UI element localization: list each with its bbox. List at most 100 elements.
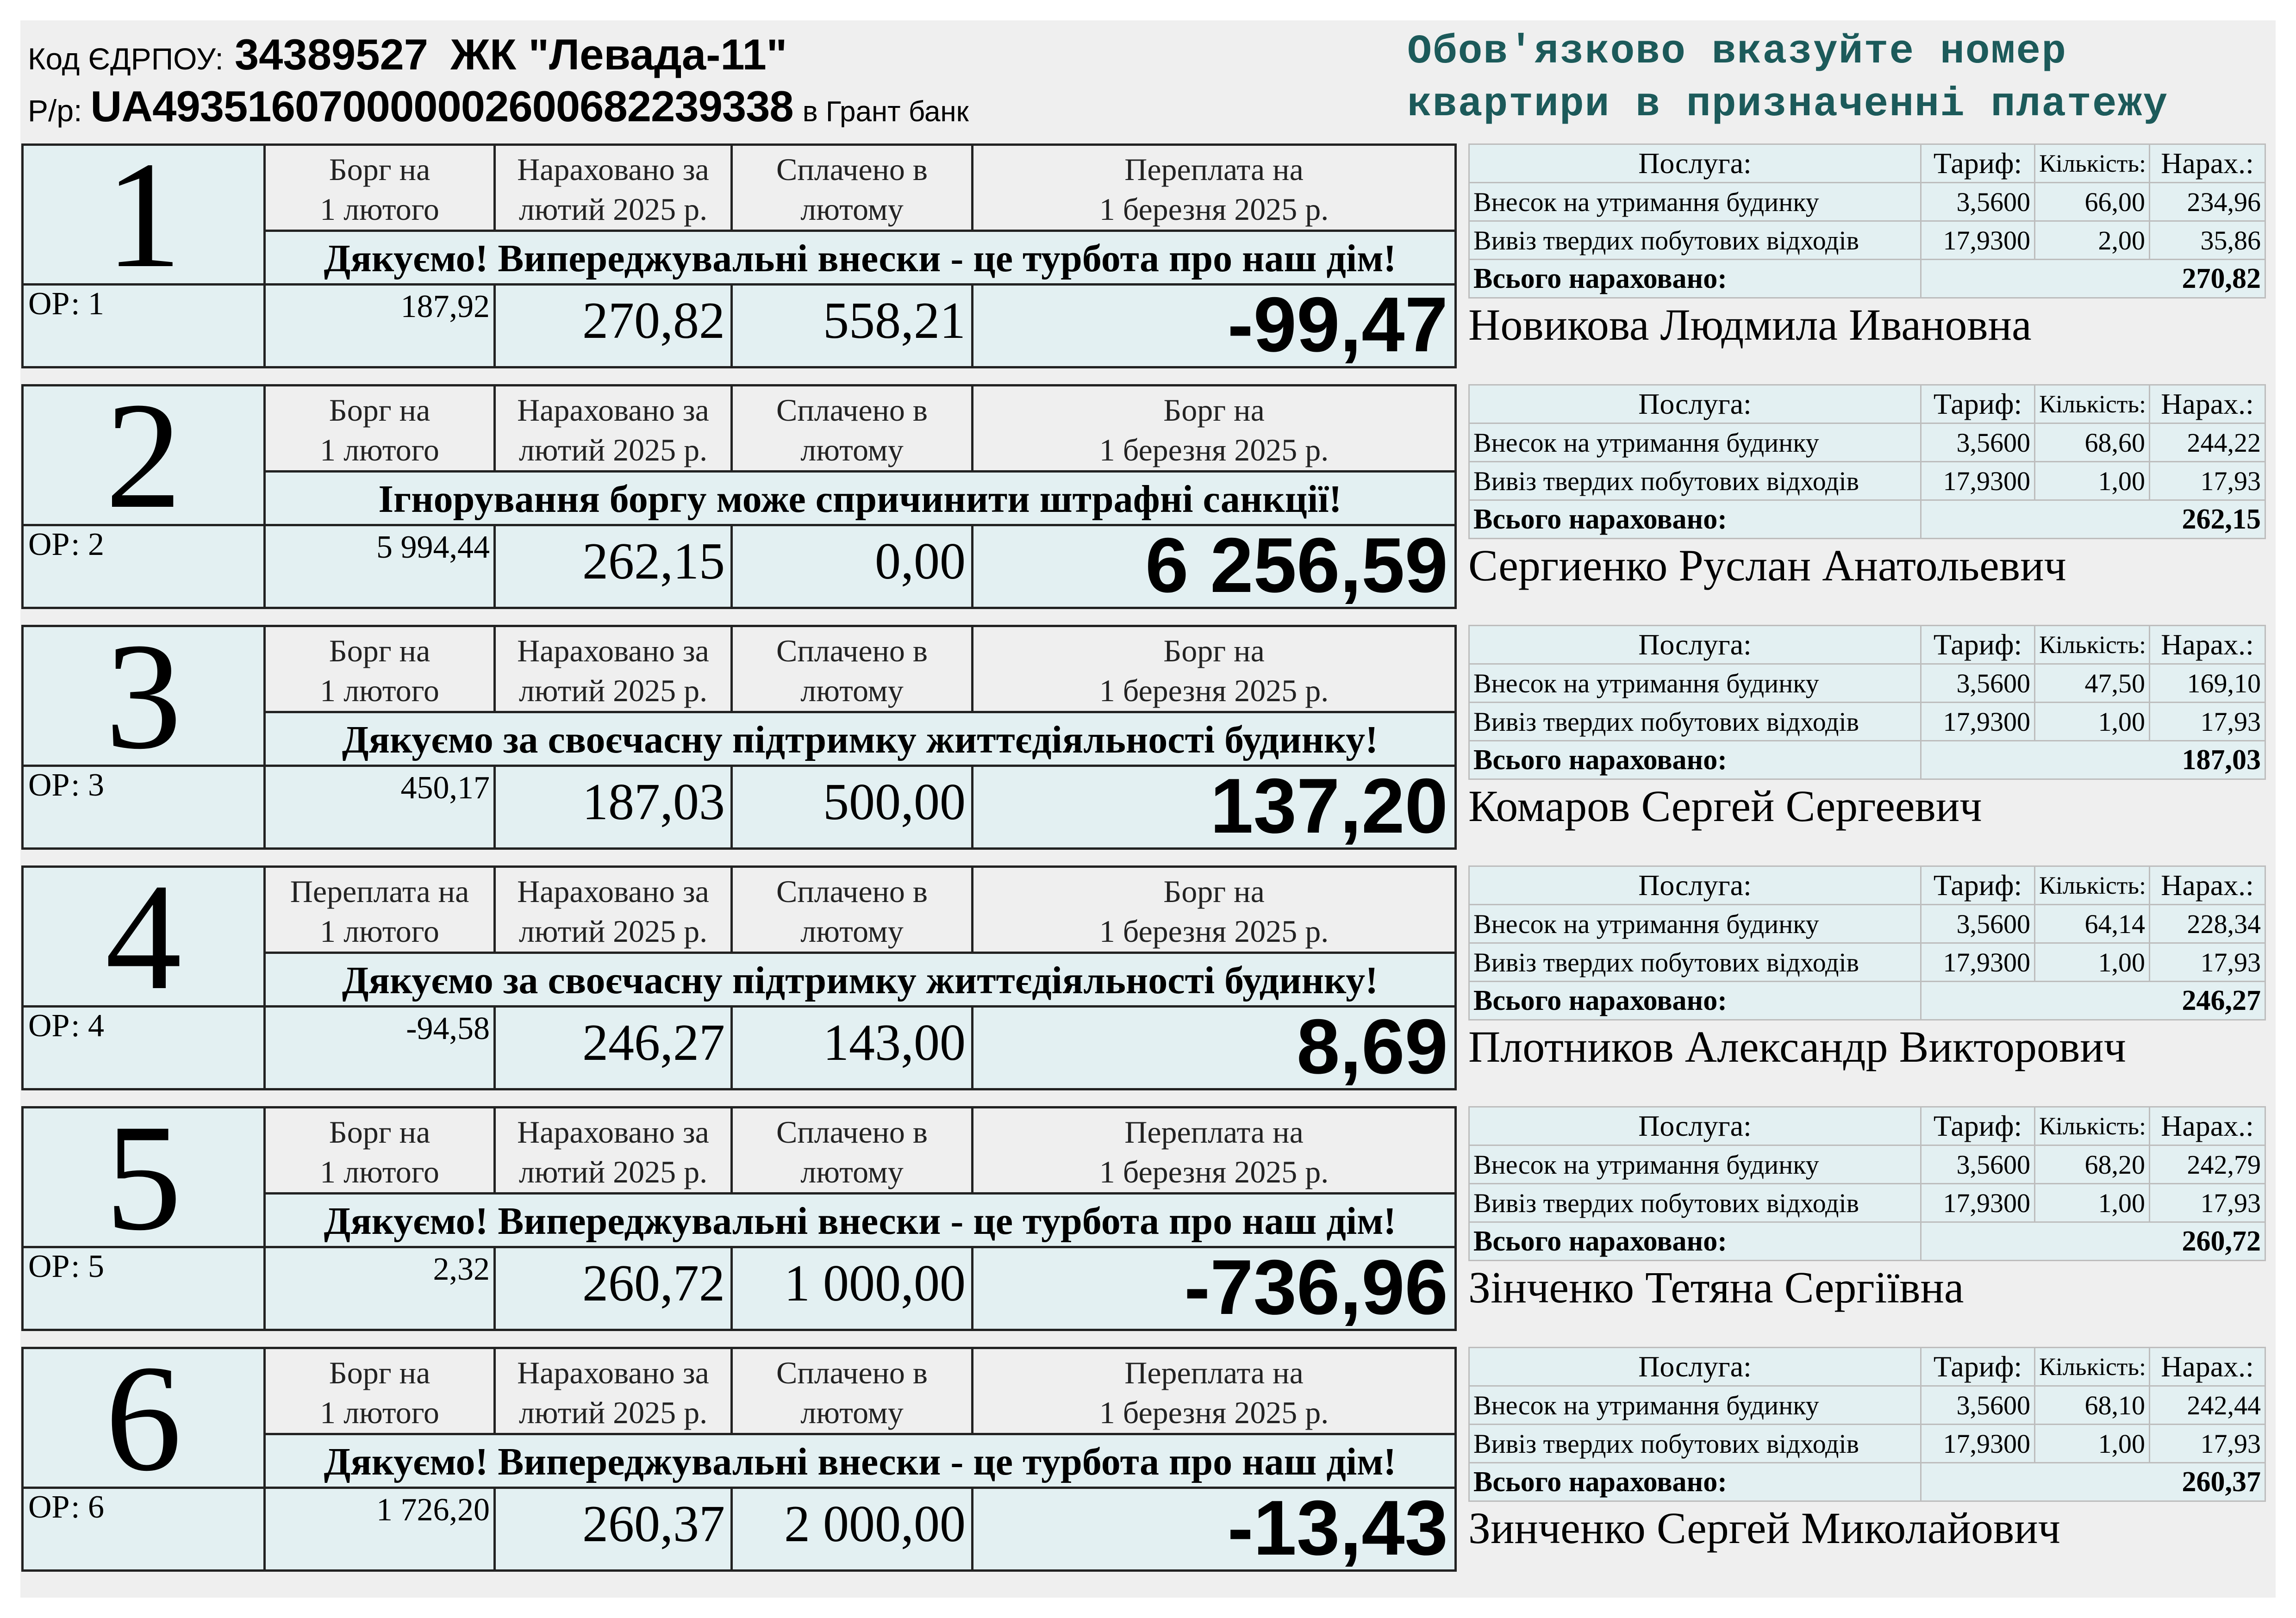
end-balance-value: -99,47 bbox=[971, 283, 1457, 368]
receipt-summary: 2 Борг на 1 лютого Нараховано за лютий 202… bbox=[21, 380, 1457, 625]
start-balance-label: Борг на 1 лютого bbox=[263, 625, 496, 716]
service-charge: 234,96 bbox=[2149, 182, 2266, 222]
services-table: Послуга: Тариф: Кількість: Нарах.: Внесо… bbox=[1468, 384, 2266, 539]
service-charge: 17,93 bbox=[2149, 1183, 2266, 1223]
end-balance-label: Переплата на 1 березня 2025 р. bbox=[971, 1106, 1457, 1197]
service-row: Вивіз твердих побутових відходів 17,9300… bbox=[1468, 220, 2266, 260]
tariff-column-header: Тариф: bbox=[1920, 865, 2035, 905]
services-header-row: Послуга: Тариф: Кількість: Нарах.: bbox=[1468, 625, 2266, 665]
service-name: Вивіз твердих побутових відходів bbox=[1468, 1183, 1922, 1223]
service-column-header: Послуга: bbox=[1468, 1347, 1922, 1387]
accrued-value: 187,03 bbox=[493, 765, 733, 850]
receipt-sheet: Код ЄДРПОУ: 34389527 ЖК "Левада-11" Р/р: UA… bbox=[20, 20, 2276, 1598]
personal-account: ОР: 3 bbox=[21, 765, 266, 850]
receipt-summary: 6 Борг на 1 лютого Нараховано за лютий 202… bbox=[21, 1342, 1457, 1587]
end-balance-value: -736,96 bbox=[971, 1246, 1457, 1331]
tariff-column-header: Тариф: bbox=[1920, 1106, 2035, 1146]
end-balance-label: Переплата на 1 березня 2025 р. bbox=[971, 1347, 1457, 1438]
services-header-row: Послуга: Тариф: Кількість: Нарах.: bbox=[1468, 865, 2266, 905]
end-balance-label: Борг на 1 березня 2025 р. bbox=[971, 865, 1457, 956]
service-charge: 242,44 bbox=[2149, 1385, 2266, 1425]
tariff-column-header: Тариф: bbox=[1920, 625, 2035, 665]
start-balance-label: Борг на 1 лютого bbox=[263, 1106, 496, 1197]
tariff-column-header: Тариф: bbox=[1920, 1347, 2035, 1387]
start-balance-value: -94,58 bbox=[263, 1005, 496, 1090]
start-balance-value: 2,32 bbox=[263, 1246, 496, 1331]
paid-label: Сплачено в лютому bbox=[730, 143, 973, 234]
service-row: Внесок на утримання будинку 3,5600 47,50… bbox=[1468, 663, 2266, 703]
apartment-number: 4 bbox=[21, 861, 266, 1014]
accrued-label: Нараховано за лютий 2025 р. bbox=[493, 384, 733, 475]
quantity-column-header: Кількість: bbox=[2034, 143, 2150, 183]
charge-column-header: Нарах.: bbox=[2149, 143, 2266, 183]
service-name: Вивіз твердих побутових відходів bbox=[1468, 220, 1922, 260]
charge-column-header: Нарах.: bbox=[2149, 865, 2266, 905]
start-balance-value: 187,92 bbox=[263, 283, 496, 368]
service-charge: 244,22 bbox=[2149, 423, 2266, 462]
paid-label: Сплачено в лютому bbox=[730, 865, 973, 956]
service-row: Вивіз твердих побутових відходів 17,9300… bbox=[1468, 702, 2266, 741]
accrued-label: Нараховано за лютий 2025 р. bbox=[493, 143, 733, 234]
service-tariff: 17,9300 bbox=[1920, 942, 2035, 982]
end-balance-value: 8,69 bbox=[971, 1005, 1457, 1090]
total-label: Всього нараховано: bbox=[1468, 1221, 1922, 1261]
service-quantity: 47,50 bbox=[2034, 663, 2150, 703]
total-value: 270,82 bbox=[1920, 259, 2266, 299]
service-column-header: Послуга: bbox=[1468, 865, 1922, 905]
service-charge: 17,93 bbox=[2149, 461, 2266, 501]
receipt-summary: 5 Борг на 1 лютого Нараховано за лютий 202… bbox=[21, 1101, 1457, 1347]
accrued-value: 260,72 bbox=[493, 1246, 733, 1331]
paid-value: 558,21 bbox=[730, 283, 973, 368]
end-balance-label: Борг на 1 березня 2025 р. bbox=[971, 625, 1457, 716]
service-column-header: Послуга: bbox=[1468, 143, 1922, 183]
service-tariff: 3,5600 bbox=[1920, 1385, 2035, 1425]
personal-account: ОР: 4 bbox=[21, 1005, 266, 1090]
service-charge: 17,93 bbox=[2149, 942, 2266, 982]
start-balance-label: Борг на 1 лютого bbox=[263, 1347, 496, 1438]
receipt-message: Дякуємо за своєчасну підтримку життєдіял… bbox=[263, 952, 1457, 1010]
owner-name: Сергиенко Руслан Анатольевич bbox=[1468, 541, 2066, 590]
service-column-header: Послуга: bbox=[1468, 625, 1922, 665]
total-value: 246,27 bbox=[1920, 981, 2266, 1021]
total-value: 187,03 bbox=[1920, 740, 2266, 780]
paid-value: 0,00 bbox=[730, 524, 973, 609]
owner-name: Зінченко Тетяна Сергіївна bbox=[1468, 1263, 1964, 1312]
personal-account: ОР: 6 bbox=[21, 1487, 266, 1572]
paid-value: 1 000,00 bbox=[730, 1246, 973, 1331]
charge-column-header: Нарах.: bbox=[2149, 1347, 2266, 1387]
receipt-block: 6 Борг на 1 лютого Нараховано за лютий 202… bbox=[20, 1342, 2276, 1587]
service-row: Вивіз твердих побутових відходів 17,9300… bbox=[1468, 461, 2266, 501]
services-total-row: Всього нараховано: 270,82 bbox=[1468, 259, 2266, 299]
paid-label: Сплачено в лютому bbox=[730, 384, 973, 475]
service-quantity: 68,20 bbox=[2034, 1145, 2150, 1184]
service-name: Вивіз твердих побутових відходів bbox=[1468, 942, 1922, 982]
accrued-label: Нараховано за лютий 2025 р. bbox=[493, 865, 733, 956]
apartment-number: 1 bbox=[21, 139, 266, 292]
service-quantity: 1,00 bbox=[2034, 1183, 2150, 1223]
services-total-row: Всього нараховано: 260,37 bbox=[1468, 1462, 2266, 1502]
service-row: Вивіз твердих побутових відходів 17,9300… bbox=[1468, 942, 2266, 982]
total-value: 262,15 bbox=[1920, 499, 2266, 539]
service-tariff: 17,9300 bbox=[1920, 461, 2035, 501]
start-balance-value: 1 726,20 bbox=[263, 1487, 496, 1572]
service-charge: 17,93 bbox=[2149, 702, 2266, 741]
accrued-value: 270,82 bbox=[493, 283, 733, 368]
service-name: Внесок на утримання будинку bbox=[1468, 663, 1922, 703]
receipt-message: Дякуємо за своєчасну підтримку життєдіял… bbox=[263, 711, 1457, 769]
services-table: Послуга: Тариф: Кількість: Нарах.: Внесо… bbox=[1468, 1347, 2266, 1502]
receipt-summary: 3 Борг на 1 лютого Нараховано за лютий 202… bbox=[21, 620, 1457, 865]
account-value: UA493516070000002600682239338 bbox=[90, 82, 793, 131]
service-charge: 169,10 bbox=[2149, 663, 2266, 703]
services-total-row: Всього нараховано: 246,27 bbox=[1468, 981, 2266, 1021]
total-label: Всього нараховано: bbox=[1468, 740, 1922, 780]
service-tariff: 17,9300 bbox=[1920, 1424, 2035, 1463]
tariff-column-header: Тариф: bbox=[1920, 143, 2035, 183]
service-name: Внесок на утримання будинку bbox=[1468, 423, 1922, 462]
owner-name: Зинченко Сергей Миколайович bbox=[1468, 1503, 2060, 1553]
services-total-row: Всього нараховано: 187,03 bbox=[1468, 740, 2266, 780]
apartment-number: 5 bbox=[21, 1101, 266, 1254]
receipt-message: Дякуємо! Випереджувальні внески - це тур… bbox=[263, 1192, 1457, 1251]
service-quantity: 68,10 bbox=[2034, 1385, 2150, 1425]
service-column-header: Послуга: bbox=[1468, 384, 1922, 424]
edrpou-label: Код ЄДРПОУ: bbox=[28, 42, 224, 76]
